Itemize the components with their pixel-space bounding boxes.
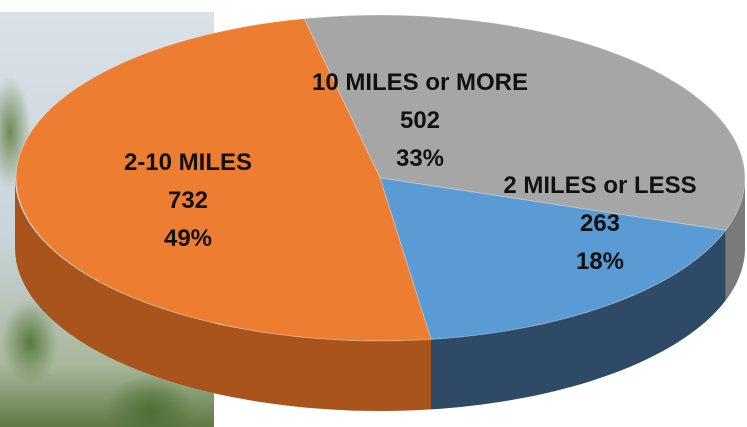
slice-value-1: 263 <box>580 210 620 237</box>
pie-slice-0 <box>303 14 746 231</box>
pie-slice-1 <box>379 177 727 340</box>
slice-label-0: 10 MILES or MORE <box>312 69 528 96</box>
slice-value-2: 732 <box>168 187 208 214</box>
slice-percent-2: 49% <box>164 225 212 252</box>
pie-slice-2 <box>15 18 432 342</box>
pie-side-1 <box>431 230 726 410</box>
slice-label-1: 2 MILES or LESS <box>503 172 696 199</box>
slice-value-0: 502 <box>400 107 440 134</box>
slice-label-2: 2-10 MILES <box>124 149 252 176</box>
slice-percent-0: 33% <box>396 145 444 172</box>
pie-side-0 <box>725 178 745 301</box>
pie-side-2 <box>15 178 431 411</box>
slice-percent-1: 18% <box>576 248 624 275</box>
